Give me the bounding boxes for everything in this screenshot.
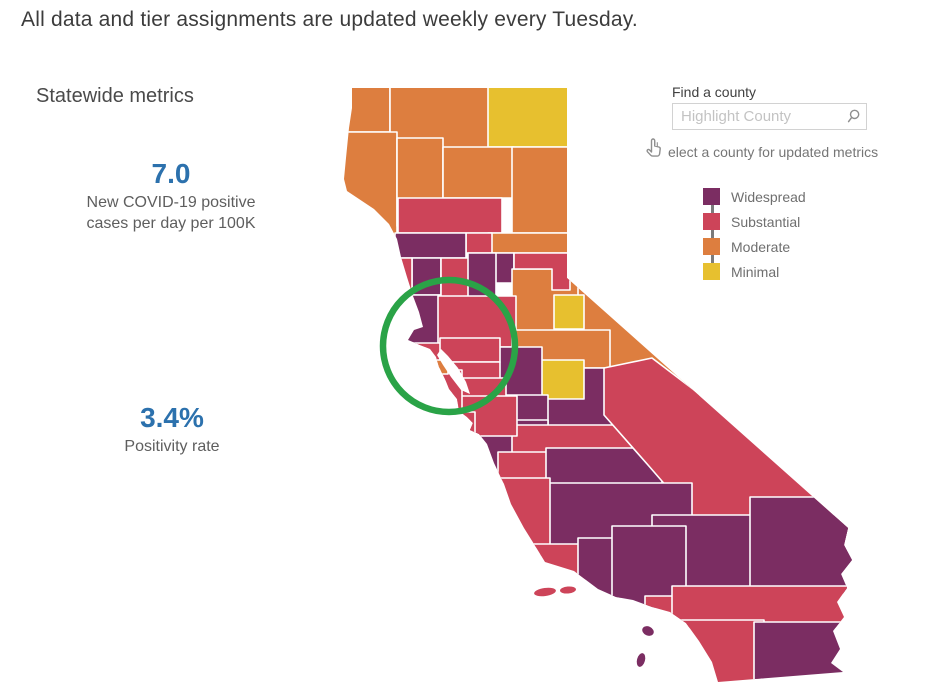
- county-region-sonoma[interactable]: [385, 294, 441, 348]
- update-notice: All data and tier assignments are update…: [21, 8, 638, 31]
- channel-islands: [534, 586, 656, 668]
- county-region-humboldt[interactable]: [342, 131, 398, 237]
- case-rate-value: 7.0: [151, 158, 191, 189]
- select-county-hint: elect a county for updated metrics: [643, 136, 930, 164]
- positivity-value: 3.4%: [140, 402, 204, 433]
- sf-bay-water: [437, 349, 470, 394]
- county-region-butte[interactable]: [465, 232, 493, 254]
- county-region-island-4[interactable]: [635, 652, 646, 668]
- legend-item-widespread[interactable]: Widespread: [703, 188, 843, 205]
- county-region-shasta[interactable]: [442, 146, 515, 199]
- legend-item-minimal[interactable]: Minimal: [703, 263, 843, 280]
- county-region-island-2[interactable]: [560, 586, 577, 594]
- tier-legend: Widespread Substantial Moderate Minimal: [703, 188, 843, 288]
- county-region-mariposa[interactable]: [540, 359, 585, 400]
- county-region-marin[interactable]: [405, 342, 443, 369]
- county-region-tehama[interactable]: [397, 197, 503, 234]
- legend-label: Substantial: [731, 214, 801, 230]
- county-search: [672, 103, 867, 130]
- county-region-modoc[interactable]: [487, 84, 571, 148]
- bay-area-annotation-circle: [379, 276, 519, 416]
- county-region-san-luis-obispo[interactable]: [469, 477, 551, 549]
- county-region-san-bernardino-east[interactable]: [749, 496, 860, 595]
- legend-item-substantial[interactable]: Substantial: [703, 213, 843, 230]
- find-a-county-label: Find a county: [672, 84, 757, 100]
- case-rate-label: New COVID-19 positive cases per day per …: [86, 194, 256, 232]
- legend-swatch-moderate: [703, 238, 720, 255]
- county-region-santa-cruz[interactable]: [435, 411, 476, 445]
- tier-legend-items: Widespread Substantial Moderate Minimal: [703, 188, 843, 280]
- county-region-island-1[interactable]: [534, 587, 557, 598]
- county-search-input[interactable]: [672, 103, 867, 130]
- positivity-metric: 3.4% Positivity rate: [52, 402, 292, 457]
- magnifier-icon[interactable]: [846, 109, 861, 124]
- legend-connector-line: [711, 194, 714, 276]
- legend-label: Moderate: [731, 239, 791, 255]
- hand-cursor-icon: [646, 138, 661, 157]
- county-region-del-norte[interactable]: [344, 84, 391, 133]
- county-region-island-3[interactable]: [641, 624, 656, 637]
- county-region-plumas[interactable]: [487, 232, 571, 254]
- select-county-hint-text: elect a county for updated metrics: [668, 144, 879, 160]
- county-region-mendocino-glenn[interactable]: [394, 232, 467, 259]
- legend-label: Minimal: [731, 264, 780, 280]
- legend-swatch-substantial: [703, 213, 720, 230]
- legend-label: Widespread: [731, 189, 806, 205]
- case-rate-metric: 7.0 New COVID-19 positive cases per day …: [51, 158, 291, 234]
- statewide-metrics-title: Statewide metrics: [36, 85, 194, 107]
- positivity-label: Positivity rate: [124, 438, 220, 455]
- legend-swatch-widespread: [703, 188, 720, 205]
- county-region-imperial[interactable]: [753, 621, 851, 682]
- county-regions: [342, 84, 860, 686]
- county-region-lassen[interactable]: [511, 146, 571, 234]
- legend-swatch-minimal: [703, 263, 720, 280]
- county-region-alpine[interactable]: [553, 294, 585, 330]
- legend-item-moderate[interactable]: Moderate: [703, 238, 843, 255]
- county-region-san-diego[interactable]: [644, 619, 765, 686]
